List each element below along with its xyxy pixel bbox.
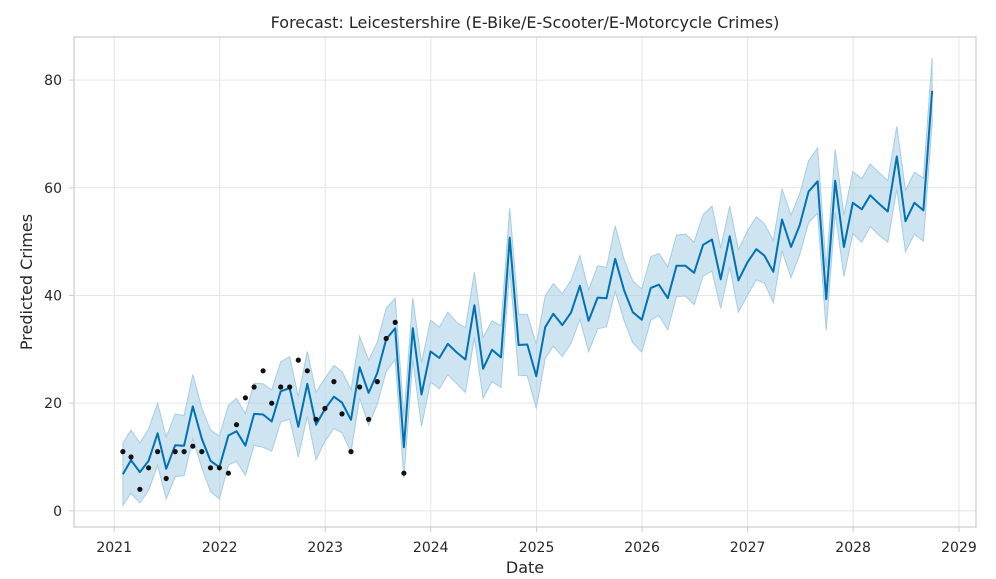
forecast-line bbox=[122, 90, 934, 475]
plot-frame bbox=[73, 36, 977, 528]
observed-point bbox=[401, 470, 407, 476]
uncertainty-band bbox=[122, 57, 933, 508]
x-tick-label: 2027 bbox=[730, 540, 766, 556]
observed-point bbox=[216, 465, 222, 471]
y-axis-ticks: 0 20 40 60 80 bbox=[44, 73, 74, 520]
observed-point bbox=[120, 449, 126, 455]
forecast-line-layer bbox=[122, 90, 934, 475]
observed-point bbox=[322, 405, 328, 412]
observed-points-layer bbox=[120, 319, 407, 492]
observed-point bbox=[287, 384, 293, 390]
y-tick-label: 40 bbox=[44, 288, 62, 304]
x-tick-label: 2029 bbox=[941, 540, 977, 556]
observed-point bbox=[392, 319, 398, 325]
x-tick-label: 2022 bbox=[202, 540, 238, 556]
x-tick-label: 2025 bbox=[519, 540, 555, 556]
observed-point bbox=[339, 411, 345, 417]
observed-point bbox=[331, 379, 337, 385]
x-tick-label: 2023 bbox=[307, 540, 343, 556]
observed-point bbox=[251, 384, 257, 390]
grid-lines bbox=[74, 37, 976, 527]
observed-point bbox=[233, 422, 240, 428]
observed-point bbox=[137, 486, 143, 492]
y-axis-label: Predicted Crimes bbox=[17, 214, 36, 350]
observed-point bbox=[313, 416, 319, 422]
observed-point bbox=[146, 465, 152, 471]
x-tick-label: 2021 bbox=[96, 540, 132, 556]
observed-point bbox=[269, 400, 275, 406]
observed-point bbox=[207, 465, 214, 471]
observed-point bbox=[383, 335, 389, 342]
observed-point bbox=[155, 449, 161, 455]
observed-point bbox=[374, 379, 380, 385]
uncertainty-band-layer bbox=[122, 57, 933, 508]
observed-point bbox=[172, 449, 178, 455]
x-axis-label: Date bbox=[506, 558, 544, 577]
observed-point bbox=[181, 449, 187, 455]
observed-point bbox=[295, 357, 301, 363]
observed-point bbox=[260, 368, 266, 374]
x-tick-label: 2028 bbox=[835, 540, 871, 556]
chart-title: Forecast: Leicestershire (E-Bike/E-Scoot… bbox=[271, 13, 780, 32]
x-axis-ticks: 2021 2022 2023 2024 2025 2026 2027 2028 2029 bbox=[96, 527, 977, 556]
observed-point bbox=[278, 384, 284, 390]
y-tick-label: 60 bbox=[44, 181, 62, 197]
observed-point bbox=[199, 449, 205, 455]
observed-point bbox=[163, 475, 169, 482]
observed-point bbox=[304, 368, 310, 374]
x-tick-label: 2026 bbox=[624, 540, 660, 556]
observed-point bbox=[242, 395, 248, 401]
observed-point bbox=[366, 416, 372, 422]
y-tick-label: 20 bbox=[44, 396, 62, 412]
observed-point bbox=[348, 449, 354, 455]
x-tick-label: 2024 bbox=[413, 540, 449, 556]
y-tick-label: 0 bbox=[53, 504, 62, 520]
observed-point bbox=[357, 384, 363, 390]
observed-point bbox=[128, 454, 134, 460]
observed-point bbox=[225, 470, 231, 476]
y-tick-label: 80 bbox=[44, 73, 62, 89]
observed-point bbox=[190, 443, 196, 449]
